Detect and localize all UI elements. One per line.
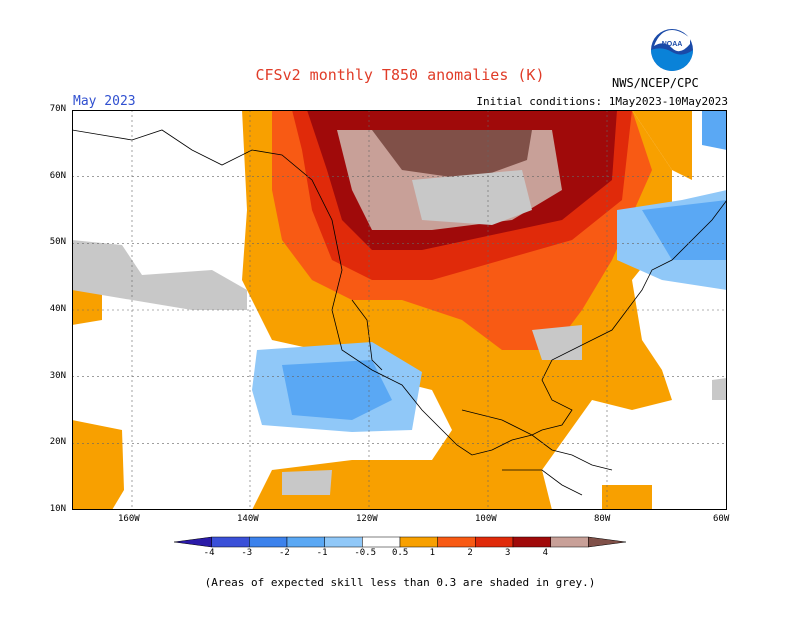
colorbar-label: -0.5 (354, 548, 377, 558)
colorbar-segment (550, 536, 589, 548)
colorbar-label: -4 (203, 548, 215, 558)
color-scale-bar (174, 536, 626, 548)
lon-label-160w: 160W (118, 514, 140, 524)
warm-region-ne (632, 110, 692, 180)
noaa-logo-text: NOAA (662, 41, 683, 48)
lon-label-140w: 140W (237, 514, 259, 524)
colorbar-label: -1 (316, 548, 328, 558)
graticule (72, 110, 727, 510)
colorbar-segment (211, 536, 250, 548)
colorbar-segment (399, 536, 438, 548)
colorbar-segment (249, 536, 288, 548)
low-skill-baja (282, 470, 332, 495)
colorbar-segment (475, 536, 514, 548)
colorbar-label: -3 (241, 548, 253, 558)
lon-label-80w: 80W (594, 514, 611, 524)
cold-region-ne (702, 110, 727, 150)
colorbar-segment (174, 536, 212, 548)
colorbar-segment (324, 536, 363, 548)
colorbar-segment (286, 536, 325, 548)
cold-region-pacific-inner (282, 360, 392, 420)
lat-label-20: 20N (49, 437, 66, 447)
noaa-logo-icon: NOAA (651, 29, 693, 71)
colorbar-label: 2 (467, 548, 473, 558)
lat-label-60: 60N (49, 171, 66, 181)
initial-conditions: Initial conditions: 1May2023-10May2023 (476, 95, 728, 108)
colorbar-segment (437, 536, 476, 548)
lon-label-100w: 100W (475, 514, 497, 524)
warm-region-se (602, 485, 652, 510)
colorbar-segment (362, 536, 401, 548)
colorbar-segment (588, 536, 626, 548)
warm-region-west (72, 420, 124, 510)
colorbar-label: 0.5 (392, 548, 409, 558)
lat-label-70: 70N (49, 104, 66, 114)
lon-label-120w: 120W (356, 514, 378, 524)
cold-region-atlantic-inner (642, 200, 727, 260)
low-skill-canada (412, 170, 532, 225)
anomaly-map (72, 110, 727, 510)
colorbar-label: 3 (505, 548, 511, 558)
lat-label-30: 30N (49, 371, 66, 381)
colorbar-label: 1 (429, 548, 436, 558)
low-skill-small (712, 378, 727, 400)
forecast-month: May 2023 (73, 94, 136, 109)
warm-region-brown (372, 130, 532, 180)
map-title: CFSv2 monthly T850 anomalies (K) (255, 66, 545, 84)
lat-label-50: 50N (49, 237, 66, 247)
skill-footnote: (Areas of expected skill less than 0.3 a… (204, 576, 596, 589)
colorbar-label: -2 (279, 548, 290, 558)
lat-label-40: 40N (49, 304, 66, 314)
warm-region-mid (72, 285, 102, 325)
colorbar-label: 4 (542, 548, 549, 558)
low-skill-pacific (72, 240, 247, 310)
colorbar-segment (512, 536, 551, 548)
agency-label: NWS/NCEP/CPC (612, 76, 699, 90)
lat-label-10: 10N (49, 504, 66, 514)
lon-label-60w: 60W (713, 514, 730, 524)
